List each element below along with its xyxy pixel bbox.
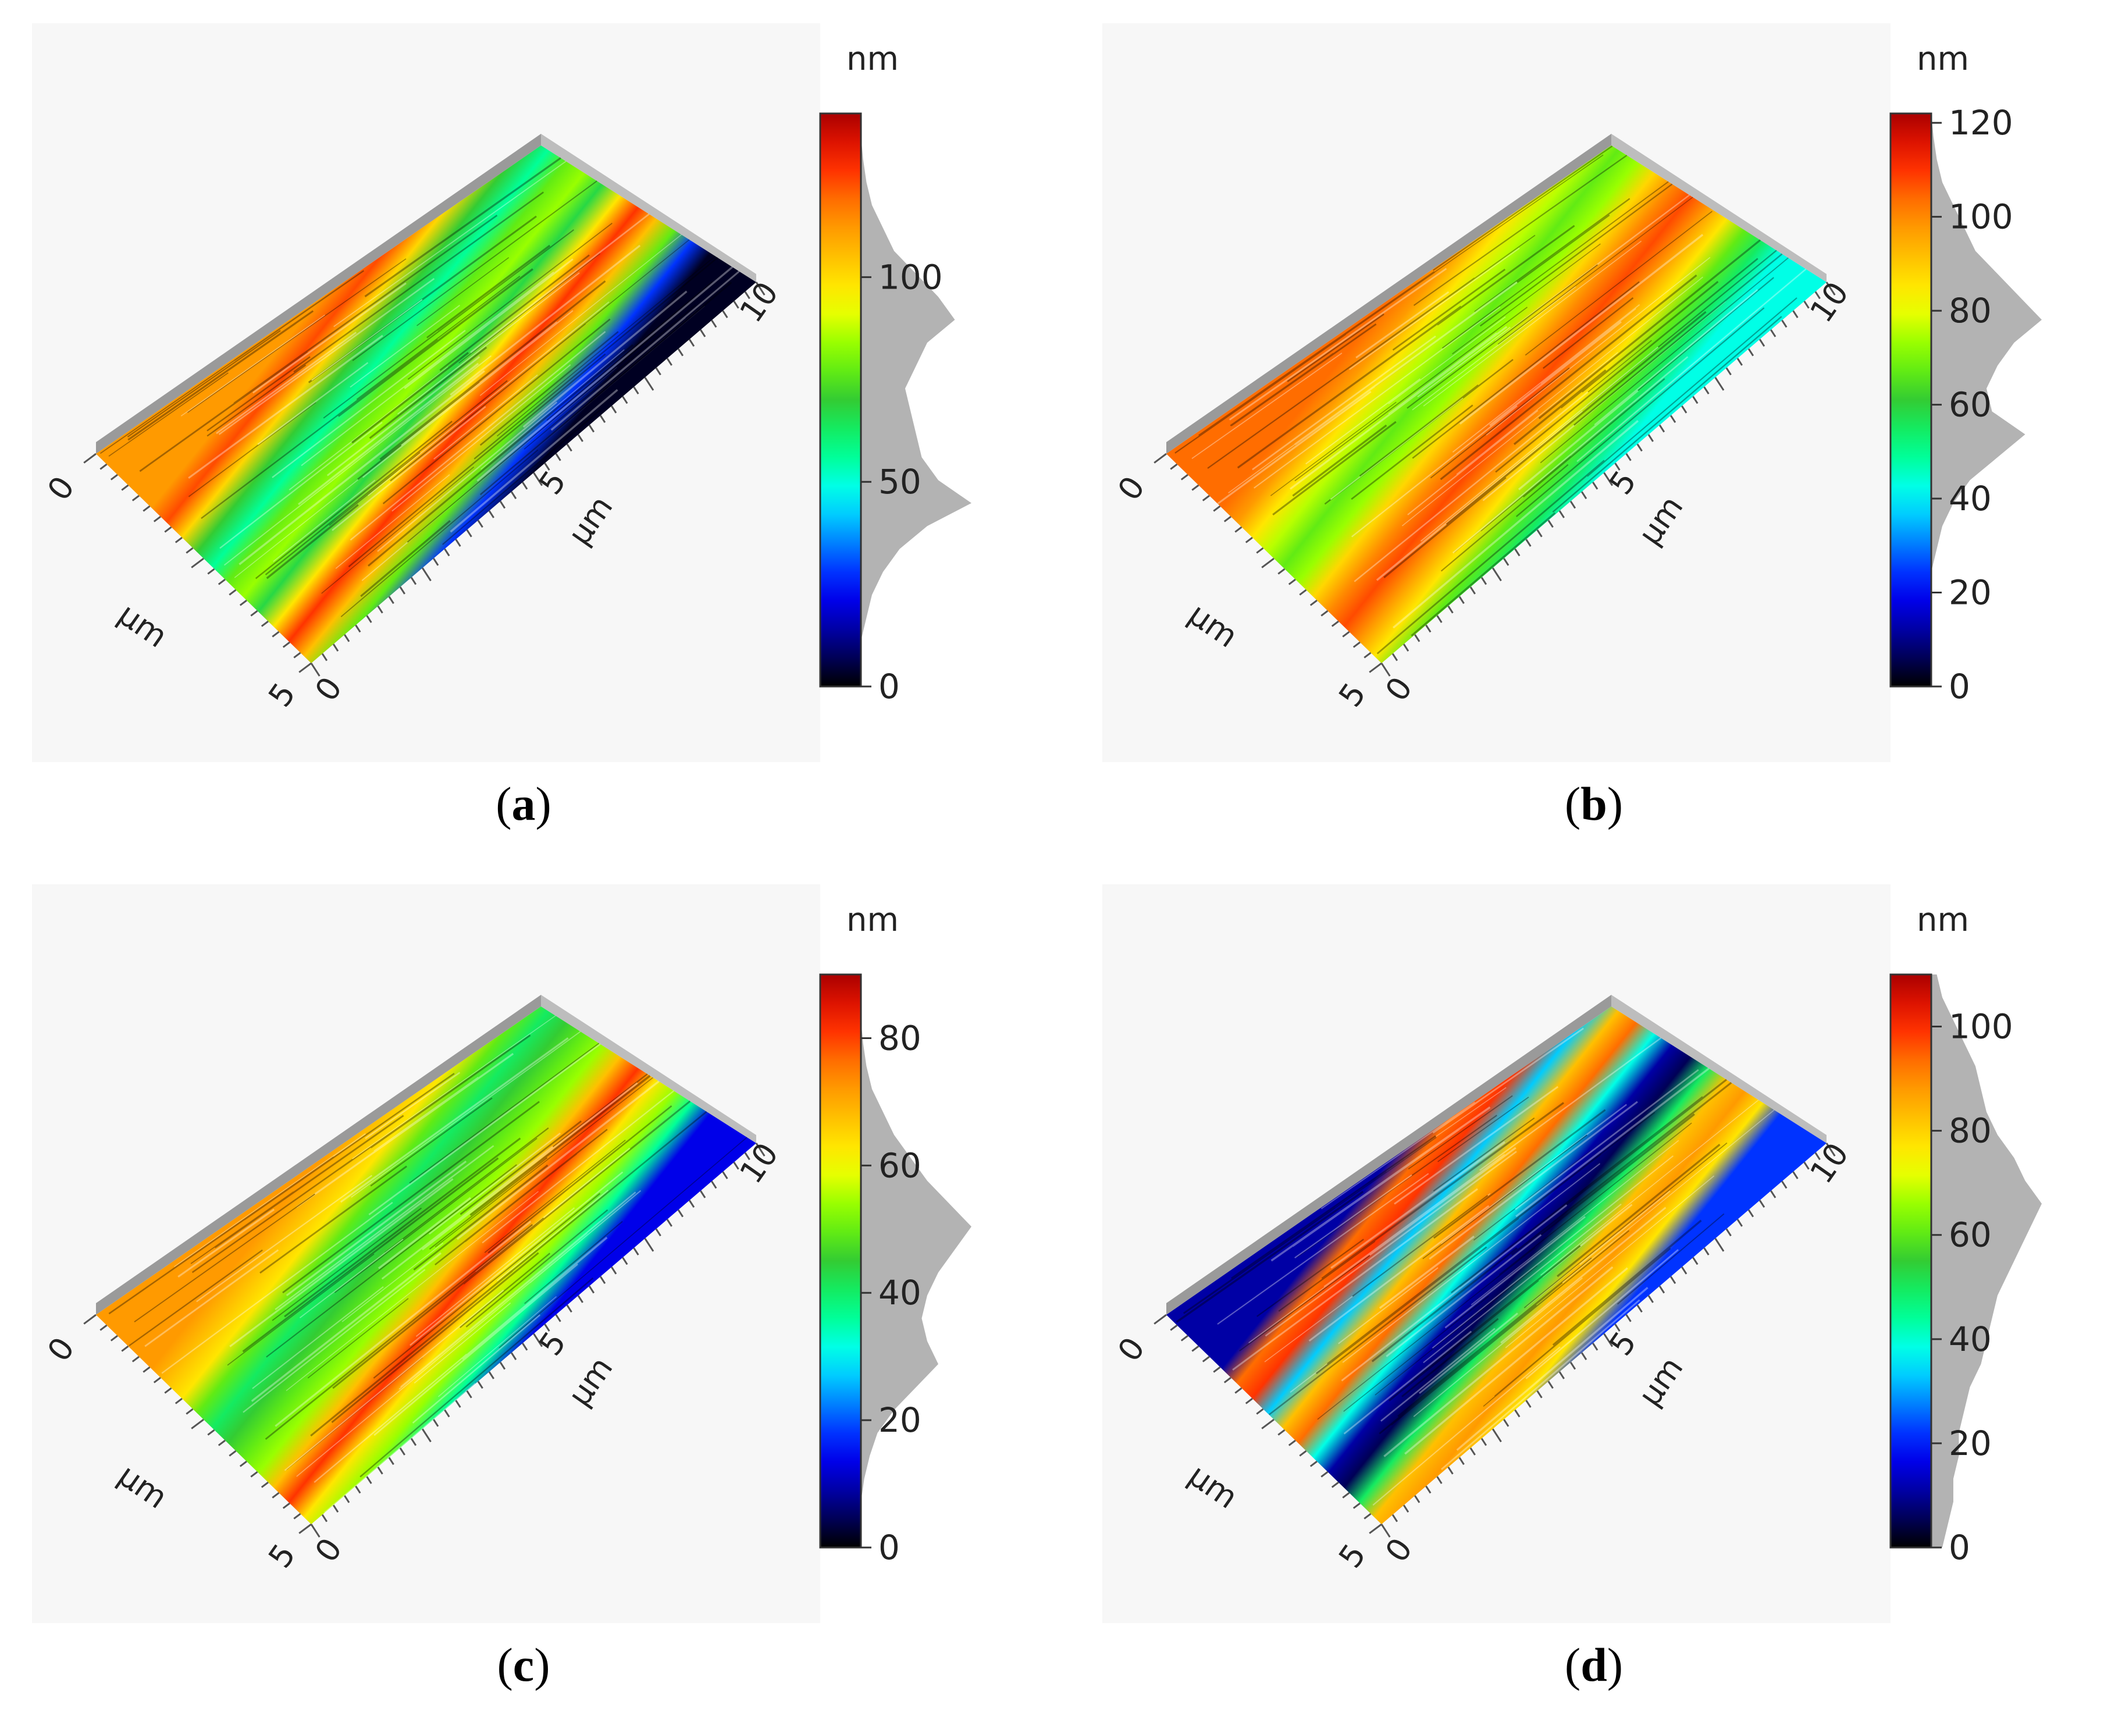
colorbar-tick-label: 100 (1949, 1007, 2013, 1047)
short-axis-ticks (1154, 1314, 1382, 1534)
colorbar-tick-label: 40 (1949, 479, 1992, 518)
height-surface (96, 145, 756, 663)
panel-caption-d: (d) (1564, 1638, 1624, 1691)
surface-back-wall (1166, 134, 1611, 454)
surface-texture (1176, 1027, 1775, 1506)
colorbar-unit-label: nm (1917, 40, 1969, 78)
colorbar-tick-label: 20 (1949, 573, 1992, 613)
colorbar-tick-label: 50 (878, 462, 921, 501)
short-axis-ticks (83, 1314, 312, 1534)
short-axis-ticks (83, 453, 312, 673)
colorbar-tick-label: 60 (1949, 1215, 1992, 1255)
colorbar-tick-label: 60 (1949, 385, 1992, 425)
long-axis-ticks (1380, 1143, 1836, 1538)
surface-side-wall (1611, 995, 1827, 1143)
surface-back-wall (1166, 995, 1611, 1315)
colorbar-tick-label: 80 (1949, 1111, 1992, 1151)
colorbar (1889, 112, 1932, 688)
colorbar-tick-label: 80 (878, 1018, 921, 1058)
colorbar-tick-label: 20 (878, 1400, 921, 1440)
panel-c: 0 5 10 µm 0 5 µm 0 20 40 60 80 nm (c) (0, 861, 1034, 1722)
colorbar-unit-label: nm (846, 901, 899, 939)
surface-texture (1174, 145, 1807, 654)
colorbar-tick-label: 0 (1949, 667, 1970, 706)
panel-a: 0 5 10 µm 0 5 µm 0 50 100 nm (a) (0, 0, 1034, 861)
colorbar-tick-label: 100 (1949, 197, 2013, 237)
colorbar-tick-label: 0 (1949, 1528, 1970, 1567)
surface-back-wall (96, 995, 541, 1315)
height-surface (96, 1006, 756, 1524)
colorbar-tick-label: 100 (878, 257, 943, 297)
surface-side-wall (541, 995, 756, 1143)
panel-b: 0 5 10 µm 0 5 µm 0 20 40 60 80 100 120 nm (b) (1070, 0, 2104, 861)
long-axis-ticks (310, 1143, 766, 1538)
colorbar-tick-label: 40 (1949, 1319, 1992, 1359)
panel-caption-b: (b) (1564, 777, 1624, 830)
surface-back-wall (96, 134, 541, 454)
colorbar-unit-label: nm (846, 40, 899, 78)
colorbar (819, 112, 862, 688)
panel-d: 0 5 10 µm 0 5 µm 0 20 40 60 80 100 nm (d) (1070, 861, 2104, 1722)
panel-caption-c: (c) (497, 1638, 550, 1691)
colorbar-tick-label: 60 (878, 1146, 921, 1185)
colorbar-tick-label: 0 (878, 667, 900, 706)
height-histogram (1931, 113, 2042, 686)
colorbar-tick-label: 120 (1949, 103, 2013, 143)
long-axis-ticks (1380, 282, 1836, 677)
short-axis-ticks (1154, 453, 1382, 673)
colorbar (1889, 973, 1932, 1549)
colorbar-unit-label: nm (1917, 901, 1969, 939)
surface-texture (99, 157, 740, 617)
colorbar-tick-label: 20 (1949, 1424, 1992, 1463)
height-histogram (1931, 974, 2042, 1548)
height-surface (1166, 145, 1827, 663)
panel-caption-a: (a) (496, 777, 551, 830)
surface-texture (108, 1015, 747, 1513)
colorbar (819, 973, 862, 1549)
surface-side-wall (1611, 134, 1827, 282)
surface-side-wall (541, 134, 756, 282)
height-surface (1166, 1006, 1827, 1524)
long-axis-ticks (310, 282, 766, 677)
colorbar-tick-label: 0 (878, 1528, 900, 1567)
height-histogram (861, 974, 971, 1548)
colorbar-tick-label: 80 (1949, 291, 1992, 330)
height-histogram (861, 113, 971, 686)
colorbar-tick-label: 40 (878, 1273, 921, 1312)
